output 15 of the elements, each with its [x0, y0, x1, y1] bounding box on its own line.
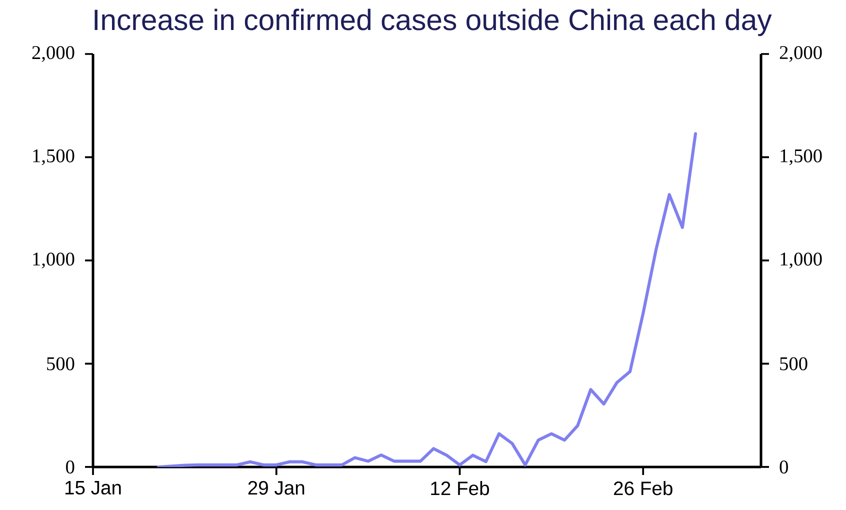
- y-tick-label: 500: [47, 357, 74, 370]
- y2-tick-label: 500: [780, 357, 808, 370]
- x-tick-label: 12 Feb: [431, 481, 490, 496]
- y-tick-label: 0: [66, 460, 74, 474]
- y2-tick-label: 1,500: [780, 149, 822, 166]
- x-tick-label: 26 Feb: [614, 481, 672, 496]
- y-tick-label: 1,500: [33, 149, 74, 166]
- y-tick-label: 1,000: [33, 252, 74, 268]
- y2-tick-label: 0: [780, 460, 788, 474]
- chart-title: Increase in confirmed cases outside China each day: [94, 8, 772, 36]
- x-tick-label: 29 Jan: [248, 481, 304, 495]
- y2-tick-label: 1,000: [780, 252, 822, 268]
- y-tick-label: 2,000: [32, 46, 74, 62]
- x-tick-label: 15 Jan: [65, 481, 121, 495]
- y2-tick-label: 2,000: [780, 46, 822, 62]
